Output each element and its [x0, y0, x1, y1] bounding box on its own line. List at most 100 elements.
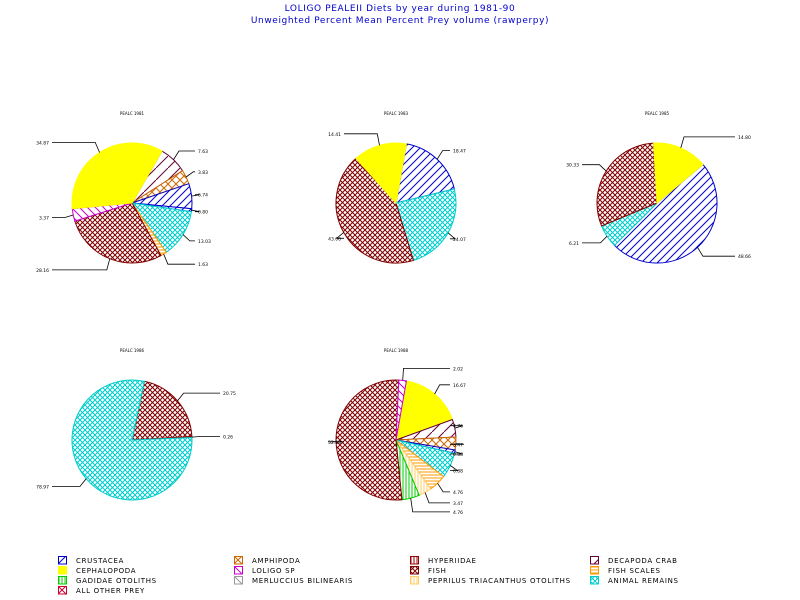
leader-line: [447, 232, 457, 240]
legend-item-merluccius-bilinearis: MERLUCCIUS BILINEARIS: [234, 576, 353, 586]
legend-swatch: [234, 556, 243, 565]
slice-label: 14.80: [738, 135, 751, 141]
legend-item-crustacea: CRUSTACEA: [58, 556, 124, 566]
leader-line: [52, 141, 100, 153]
leader-line: [191, 194, 200, 197]
leader-line: [410, 498, 450, 513]
leader-line: [437, 483, 450, 493]
legend-label: PEPRILUS TRIACANTHUS OTOLITHS: [428, 576, 571, 585]
legend-swatch: [410, 566, 419, 575]
slice-label: 13.03: [198, 239, 211, 245]
pie-slice-fish: [335, 379, 403, 501]
pie-slice-fish: [131, 380, 193, 441]
legend-swatch: [58, 566, 67, 575]
legend-label: MERLUCCIUS BILINEARIS: [252, 576, 353, 585]
leader-line: [177, 392, 220, 402]
legend-label: ANIMAL REMAINS: [608, 576, 679, 585]
pie-title: PEALC 1986: [120, 348, 145, 353]
legend-swatch: [590, 556, 599, 565]
pie-1: PEALC 1981 7.63 3.83 6.74 0.80 13.03 1.63 34.87…: [36, 111, 211, 274]
legend-label: AMPHIPODA: [252, 556, 301, 565]
legend-item-hyperiidae: HYPERIIDAE: [410, 556, 477, 566]
legend-item-fish-scales: FISH SCALES: [590, 566, 661, 576]
slice-label: 18.47: [453, 149, 466, 155]
legend-item-fish: FISH: [410, 566, 447, 576]
legend-label: DECAPODA CRAB: [608, 556, 678, 565]
slice-label: 78.97: [36, 484, 49, 490]
legend-swatch: [234, 576, 243, 585]
leader-line: [697, 247, 735, 257]
leader-line: [52, 214, 74, 218]
pie-4: PEALC 1986 20.75 0.26 78.97: [36, 348, 236, 501]
leader-line: [185, 171, 195, 178]
slice-label: 0.88: [453, 452, 463, 458]
legend-item-cephalopoda: CEPHALOPODA: [58, 566, 136, 576]
slice-label: 20.75: [223, 391, 236, 397]
legend-item-loligo-sp: LOLIGO SP: [234, 566, 295, 576]
leader-line: [344, 133, 380, 146]
slice-label: 0.26: [223, 434, 233, 440]
pie-title: PEALC 1983: [384, 111, 409, 116]
slice-label: 3.83: [198, 170, 208, 176]
leader-line: [450, 465, 459, 472]
slice-label: 34.87: [36, 140, 49, 146]
leader-line: [402, 367, 450, 381]
legend-item-all-other-prey: ALL OTHER PREY: [58, 586, 145, 596]
pie-3: PEALC 1985 14.80 48.66 30.33 6.21: [566, 111, 751, 264]
pie-slice-cephalopoda: [395, 380, 454, 441]
slice-label: 24.07: [453, 237, 466, 243]
slice-label: 6.21: [569, 241, 579, 247]
slice-label: 43.06: [328, 236, 341, 242]
slice-label: 7.63: [198, 149, 208, 155]
leader-line: [182, 234, 195, 242]
pie-slice-animal-remains: [395, 188, 457, 262]
slice-label: 16.67: [453, 383, 466, 389]
leader-line: [450, 451, 463, 455]
pie-slice-animal-remains: [71, 379, 193, 501]
slice-label: 48.66: [738, 254, 751, 260]
slice-label: 6.74: [198, 193, 208, 199]
pie-5: PEALC 1988 2.02 16.67 4.76 3.47 0.88 6.88 4.76 3…: [327, 348, 466, 516]
leader-line: [582, 235, 608, 244]
pie-slice-fish: [74, 202, 162, 264]
leader-line: [434, 384, 450, 395]
legend-item-gadidae-otoliths: GADIDAE OTOLITHS: [58, 576, 157, 586]
slice-label: 4.76: [453, 490, 463, 496]
slice-label: 0.80: [198, 210, 208, 216]
legend-swatch: [410, 556, 419, 565]
pie-slice-crustacea: [395, 143, 455, 204]
legend-item-amphipoda: AMPHIPODA: [234, 556, 300, 566]
legend-swatch: [590, 576, 599, 585]
slice-label: 3.47: [453, 501, 463, 507]
pie-slice-cephalopoda: [71, 142, 163, 210]
leader-line: [163, 253, 195, 265]
legend-swatch: [58, 586, 67, 595]
pie-title: PEALC 1988: [384, 348, 409, 353]
legend-swatch: [58, 576, 67, 585]
leader-line: [173, 150, 195, 160]
chart-subtitle: Unweighted Percent Mean Percent Prey vol…: [250, 16, 550, 26]
slice-label: 6.88: [453, 469, 463, 475]
pie-slice-crustacea: [613, 163, 718, 264]
slice-label: 2.02: [453, 366, 463, 372]
legend-item-animal-remains: ANIMAL REMAINS: [590, 576, 679, 586]
leader-line: [450, 425, 463, 429]
slice-label: 3.47: [453, 442, 463, 448]
legend-label: FISH SCALES: [608, 566, 661, 575]
legend-label: HYPERIIDAE: [428, 556, 477, 565]
pie-2: PEALC 1983 18.47 24.07 14.41 43.06: [328, 111, 466, 264]
legend-swatch: [590, 566, 599, 575]
pie-slice-cephalopoda: [355, 142, 407, 205]
leader-line: [424, 492, 450, 504]
slice-label: 14.41: [328, 132, 341, 138]
legend-swatch: [410, 576, 419, 585]
pie-title: PEALC 1981: [120, 111, 145, 116]
legend-label: GADIDAE OTOLITHS: [76, 576, 157, 585]
pie-slice-cephalopoda: [653, 142, 704, 205]
legend-label: LOLIGO SP: [252, 566, 296, 575]
slice-label: 52.33: [328, 440, 341, 446]
slice-label: 1.63: [198, 262, 208, 268]
legend-swatch: [58, 556, 67, 565]
leader-line: [436, 150, 450, 160]
